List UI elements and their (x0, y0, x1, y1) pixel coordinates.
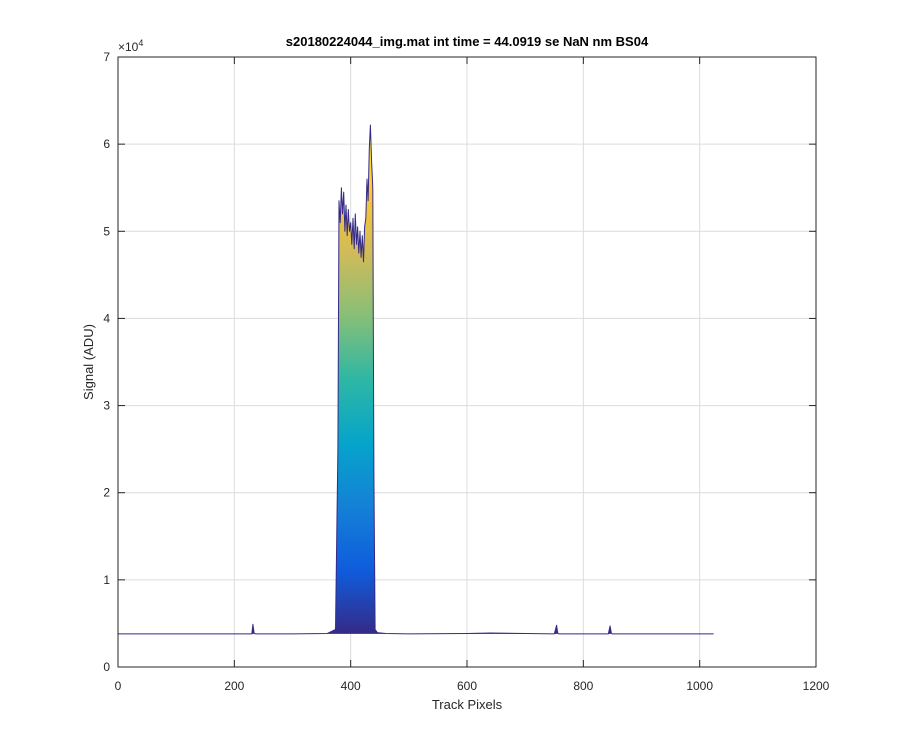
x-tick-label: 600 (457, 679, 477, 693)
y-axis-ticks: 0 1 2 3 4 5 6 7 (103, 50, 816, 674)
plot-area (118, 124, 714, 635)
x-tick-label: 1000 (686, 679, 713, 693)
x-axis-ticks: 0 200 400 600 800 1000 1200 (115, 57, 830, 693)
x-tick-label: 200 (224, 679, 244, 693)
y-tick-label: 1 (103, 573, 110, 587)
y-tick-label: 6 (103, 137, 110, 151)
y-exponent-base: ×10 (118, 40, 139, 54)
x-axis-label: Track Pixels (432, 697, 503, 712)
signal-line (118, 124, 714, 635)
x-tick-label: 0 (115, 679, 122, 693)
chart-title: s20180224044_img.mat int time = 44.0919 … (286, 34, 649, 49)
y-tick-label: 5 (103, 224, 110, 238)
x-tick-label: 800 (573, 679, 593, 693)
y-tick-label: 2 (103, 486, 110, 500)
y-tick-label: 0 (103, 660, 110, 674)
y-tick-label: 3 (103, 399, 110, 413)
grid-lines (117, 56, 817, 668)
y-tick-label: 7 (103, 50, 110, 64)
y-axis-exponent: ×104 (118, 38, 143, 54)
y-exponent-power: 4 (138, 38, 143, 48)
x-tick-label: 400 (341, 679, 361, 693)
x-tick-label: 1200 (803, 679, 830, 693)
signal-area (118, 125, 714, 634)
y-tick-label: 4 (103, 311, 110, 325)
y-axis-label: Signal (ADU) (81, 324, 96, 400)
